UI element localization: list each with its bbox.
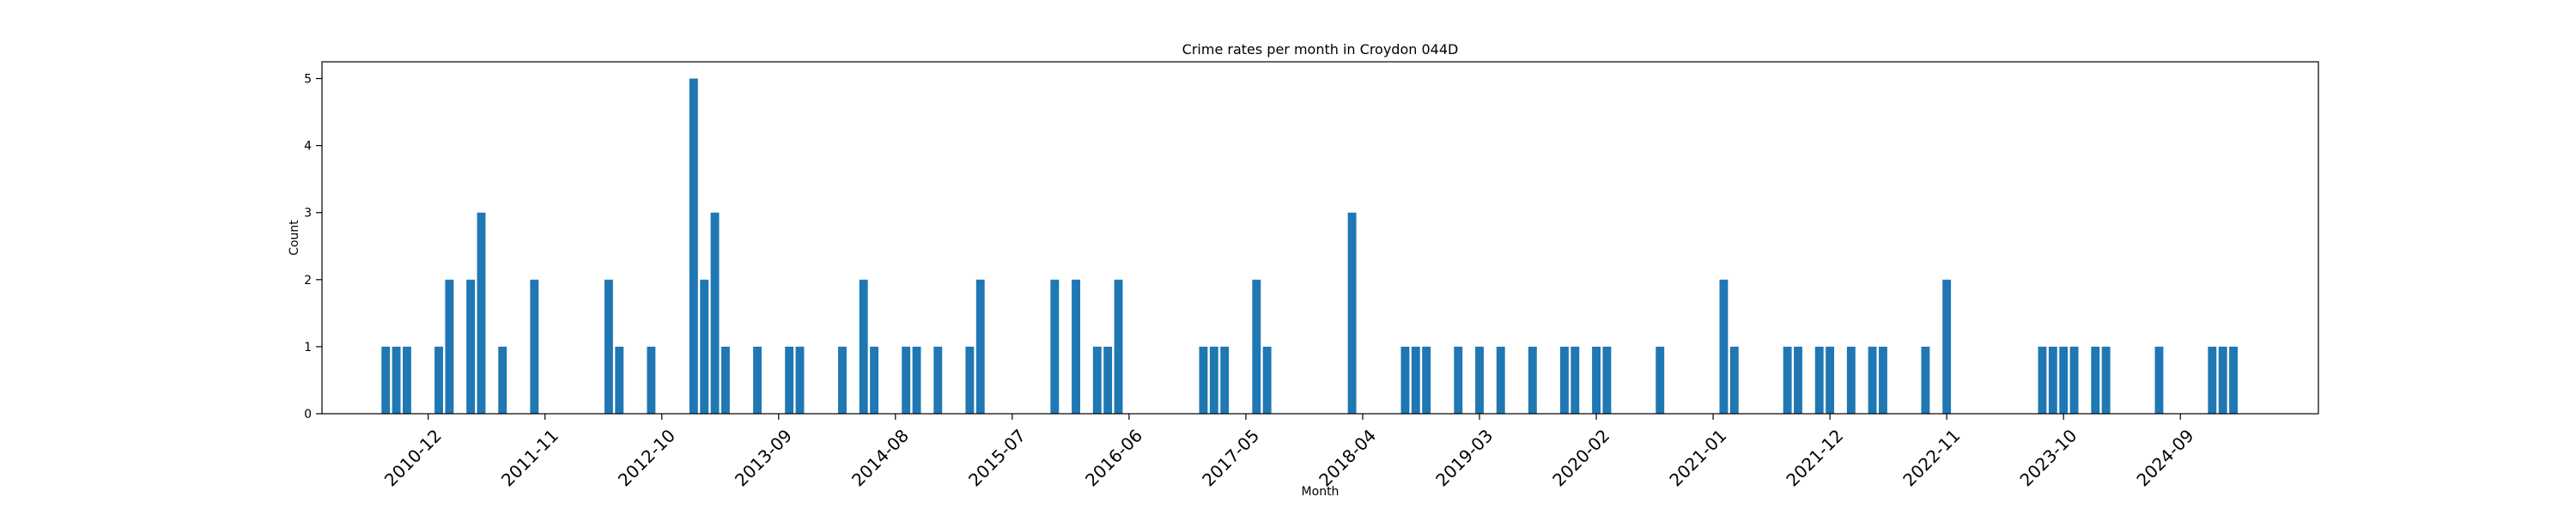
bar (785, 346, 794, 414)
bar (870, 346, 879, 414)
bar (2154, 346, 2164, 414)
bar (1814, 346, 1824, 414)
bar (1528, 346, 1537, 414)
y-axis-title: Count (288, 220, 301, 256)
bar (1868, 346, 1877, 414)
bar (1422, 346, 1431, 414)
bar (1559, 346, 1569, 414)
bar (859, 279, 868, 414)
y-tick-label: 2 (304, 274, 312, 288)
bar (1475, 346, 1484, 414)
bar (1592, 346, 1601, 414)
y-tick-label: 5 (304, 73, 312, 87)
bar (1220, 346, 1230, 414)
bar (1262, 346, 1272, 414)
bar-series (381, 78, 2239, 415)
bar (615, 346, 624, 414)
bar (1794, 346, 1802, 414)
bar (2038, 346, 2047, 414)
y-axis-ticks: 0 1 2 3 4 5 (304, 73, 322, 421)
y-tick-label: 0 (304, 408, 312, 421)
bar (445, 279, 454, 414)
bar (1252, 279, 1261, 414)
bar (838, 346, 847, 414)
bar (1411, 346, 1420, 414)
bar (392, 346, 401, 414)
bar (1199, 346, 1208, 414)
bar (1400, 346, 1410, 414)
bar (402, 346, 411, 414)
bar (933, 346, 943, 414)
bar (604, 279, 613, 414)
y-tick-label: 3 (304, 207, 312, 221)
bar (1879, 346, 1887, 414)
plot-frame (321, 61, 2319, 415)
bar (1942, 279, 1952, 414)
bar (1454, 346, 1463, 414)
bar (1050, 279, 1060, 414)
bar (795, 346, 805, 414)
bar (1114, 279, 1123, 414)
bar (1783, 346, 1792, 414)
bar (1656, 346, 1665, 414)
bar (381, 346, 391, 414)
bar (689, 78, 698, 415)
bar (2069, 346, 2079, 414)
y-tick-label: 1 (304, 341, 312, 354)
bar (721, 346, 730, 414)
bar (902, 346, 911, 414)
bar (1729, 346, 1739, 414)
bar (1103, 346, 1113, 414)
bar (530, 279, 539, 414)
bar (753, 346, 762, 414)
bar (1496, 346, 1505, 414)
bar (2208, 346, 2217, 414)
bar (1602, 346, 1612, 414)
bar (710, 212, 720, 414)
bar (700, 279, 709, 414)
bar (477, 212, 486, 414)
bar (1846, 346, 1856, 414)
bar (498, 346, 507, 414)
bar (2091, 346, 2100, 414)
bar (647, 346, 656, 414)
bar (1571, 346, 1580, 414)
bar (1092, 346, 1102, 414)
chart-title: Crime rates per month in Croydon 044D (1182, 41, 1459, 58)
bar (2229, 346, 2239, 414)
bar (466, 279, 476, 414)
bar (912, 346, 921, 414)
bar (1209, 346, 1218, 414)
bar (1719, 279, 1728, 414)
bar (1347, 212, 1357, 414)
bar (1921, 346, 1930, 414)
bar (2101, 346, 2111, 414)
bar (2218, 346, 2227, 414)
y-tick-label: 4 (304, 140, 312, 154)
bar (2048, 346, 2057, 414)
x-axis-title: Month (1302, 485, 1340, 499)
bar (1826, 346, 1835, 414)
bar (1072, 279, 1080, 414)
bar (2059, 346, 2069, 414)
bar (965, 346, 975, 414)
bar (434, 346, 443, 414)
bar (975, 279, 985, 414)
